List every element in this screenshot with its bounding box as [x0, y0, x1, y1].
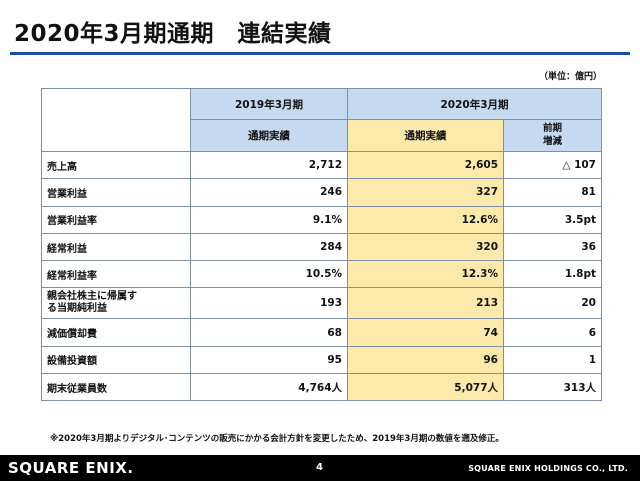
cell-fy2020: 320 [347, 232, 504, 262]
cell-fy2019: 2,712 [190, 150, 348, 180]
table-row: 営業利益 246 327 81 [41, 178, 602, 207]
row-label: 営業利益率 [41, 205, 191, 234]
cell-yoy: 1.8pt [503, 260, 602, 289]
row-label: 親会社株主に帰属する当期純利益 [41, 287, 191, 320]
row-label: 期末従業員数 [41, 373, 191, 402]
row-label: 売上高 [41, 150, 191, 180]
cell-yoy: △ 107 [503, 150, 602, 180]
cell-yoy: 20 [503, 287, 602, 320]
table-row: 親会社株主に帰属する当期純利益 193 213 20 [41, 287, 602, 320]
cell-fy2020: 96 [347, 345, 504, 375]
header-row-group: 2019年3月期 2020年3月期 [41, 88, 602, 152]
cell-fy2020: 12.6% [347, 205, 504, 234]
table-row: 経常利益率 10.5% 12.3% 1.8pt [41, 260, 602, 289]
cell-fy2019: 68 [190, 318, 348, 347]
header-fy2019: 2019年3月期 [190, 88, 348, 120]
square-enix-logo: SQUARE ENIX. [8, 459, 134, 477]
title-underline [10, 52, 630, 55]
cell-fy2020: 213 [347, 287, 504, 320]
cell-fy2019: 193 [190, 287, 348, 320]
cell-yoy: 3.5pt [503, 205, 602, 234]
footer-bar [0, 455, 640, 481]
footnote: ※2020年3月期よりデジタル･コンテンツの販売にかかる会計方針を変更したため、… [50, 434, 504, 444]
table-row: 減価償却費 68 74 6 [41, 318, 602, 347]
row-label: 設備投資額 [41, 345, 191, 375]
row-label: 減価償却費 [41, 318, 191, 347]
cell-yoy: 6 [503, 318, 602, 347]
company-name: SQUARE ENIX HOLDINGS CO., LTD. [468, 464, 628, 473]
header-yoy-change: 前期増減 [503, 119, 602, 152]
cell-fy2019: 10.5% [190, 260, 348, 289]
table-row: 設備投資額 95 96 1 [41, 345, 602, 375]
cell-fy2020: 2,605 [347, 150, 504, 180]
cell-fy2019: 95 [190, 345, 348, 375]
cell-yoy: 313人 [503, 373, 602, 402]
row-label-text: 親会社株主に帰属する当期純利益 [47, 290, 137, 315]
table-row: 営業利益率 9.1% 12.6% 3.5pt [41, 205, 602, 234]
cell-fy2019: 9.1% [190, 205, 348, 234]
cell-fy2020: 74 [347, 318, 504, 347]
page-number: 4 [316, 462, 323, 473]
cell-yoy: 1 [503, 345, 602, 375]
cell-yoy: 81 [503, 178, 602, 207]
cell-fy2019: 284 [190, 232, 348, 262]
cell-fy2020: 5,077人 [347, 373, 504, 402]
table-row: 期末従業員数 4,764人 5,077人 313人 [41, 373, 602, 402]
cell-fy2020: 12.3% [347, 260, 504, 289]
header-yoy-change-label: 前期増減 [542, 123, 562, 147]
cell-yoy: 36 [503, 232, 602, 262]
header-fy2019-actual: 通期実績 [190, 119, 348, 152]
header-fy2020-actual: 通期実績 [347, 119, 504, 152]
cell-fy2019: 246 [190, 178, 348, 207]
row-label: 営業利益 [41, 178, 191, 207]
table-row: 経常利益 284 320 36 [41, 232, 602, 262]
cell-fy2020: 327 [347, 178, 504, 207]
header-corner-cell [41, 88, 191, 152]
page-title: 2020年3月期通期 連結実績 [14, 21, 332, 47]
row-label: 経常利益 [41, 232, 191, 262]
unit-note: （単位：億円） [538, 72, 602, 82]
cell-fy2019: 4,764人 [190, 373, 348, 402]
table-row: 売上高 2,712 2,605 △ 107 [41, 150, 602, 180]
results-table: 2019年3月期 2020年3月期 通期実績 通期実績 前期増減 売上高 2,7… [41, 88, 602, 402]
header-row-sub: 通期実績 通期実績 前期増減 [42, 119, 602, 152]
row-label: 経常利益率 [41, 260, 191, 289]
header-fy2020: 2020年3月期 [347, 88, 602, 120]
